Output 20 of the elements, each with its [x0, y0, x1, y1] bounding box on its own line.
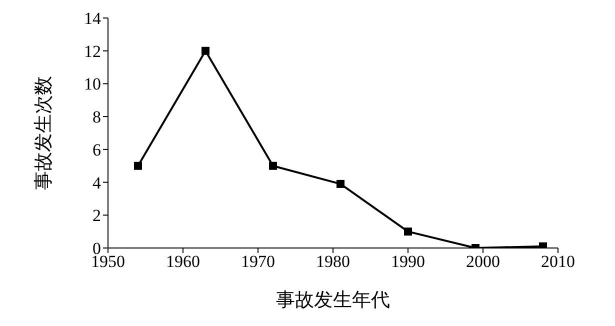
x-tick-label: 2000	[466, 252, 500, 272]
x-tick-label: 1960	[166, 252, 200, 272]
x-tick-label: 2010	[541, 252, 575, 272]
point	[134, 162, 142, 170]
y-tick-label: 2	[92, 206, 101, 226]
point	[336, 180, 344, 188]
y-tick-label: 8	[92, 108, 101, 127]
y-tick-label: 4	[92, 173, 102, 192]
point	[269, 162, 277, 170]
y-tick-label: 10	[84, 74, 101, 94]
x-tick-label: 1970	[241, 252, 275, 272]
point	[202, 46, 210, 55]
point	[404, 228, 412, 236]
y-tick-label: 6	[92, 140, 101, 160]
y-tick-label: 14	[84, 9, 102, 28]
x-tick-label: 1990	[391, 252, 425, 272]
y-axis-title: 事故发生次数	[34, 76, 55, 190]
x-axis-title: 事故发生年代	[276, 290, 390, 311]
y-tick-label: 12	[84, 42, 101, 61]
x-tick-label: 1980	[316, 252, 350, 272]
